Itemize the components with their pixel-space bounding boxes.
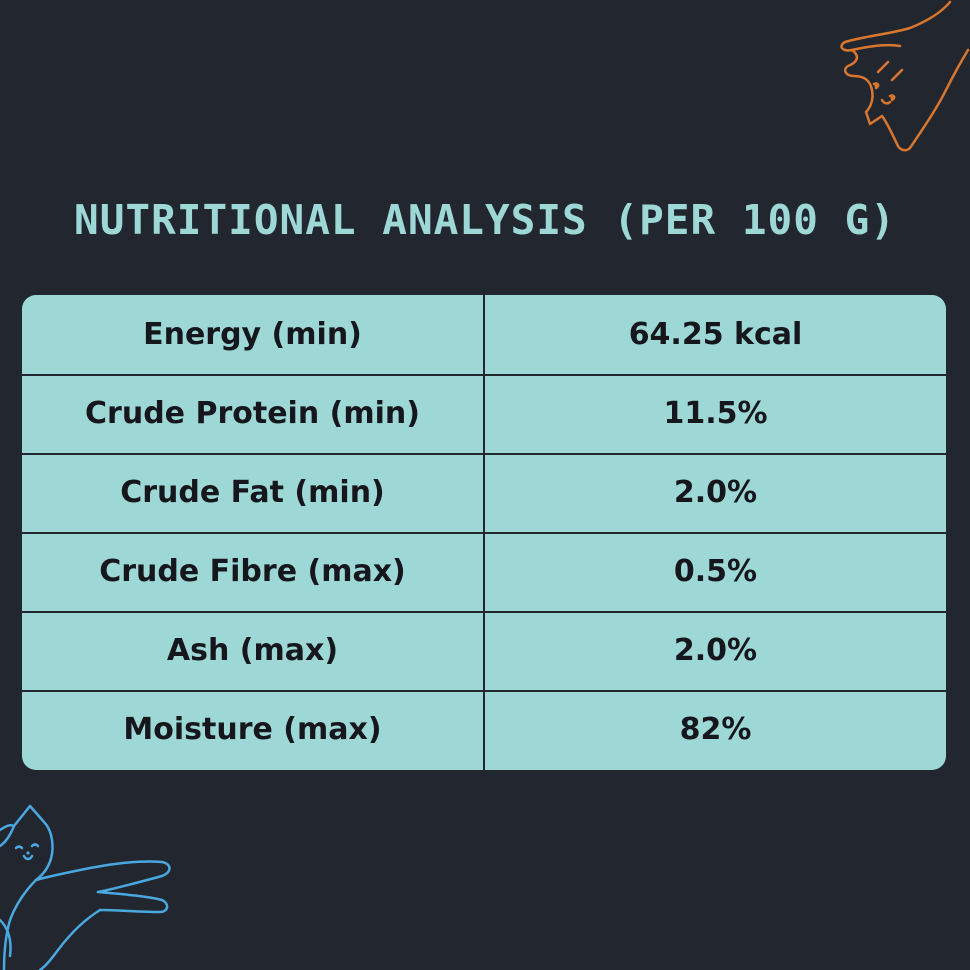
page-title: NUTRITIONAL ANALYSIS (PER 100 G) bbox=[74, 196, 896, 244]
nutrient-value: 82% bbox=[679, 712, 752, 747]
nutrient-label: Crude Fibre (max) bbox=[99, 554, 406, 589]
nutrient-label: Energy (min) bbox=[143, 317, 362, 352]
nutrition-table: Energy (min) 64.25 kcal Crude Protein (m… bbox=[22, 295, 946, 770]
cat-illustration-bottom-left bbox=[0, 804, 171, 970]
nutrient-label: Ash (max) bbox=[166, 633, 339, 668]
nutrient-value: 64.25 kcal bbox=[628, 317, 803, 352]
nutrient-value: 0.5% bbox=[673, 554, 758, 589]
nutrient-value: 11.5% bbox=[663, 396, 768, 431]
nutrient-label: Crude Protein (min) bbox=[85, 396, 420, 431]
table-row: Energy (min) 64.25 kcal bbox=[22, 295, 946, 374]
nutrient-value: 2.0% bbox=[673, 633, 758, 668]
nutrient-label: Crude Fat (min) bbox=[120, 475, 385, 510]
column-divider bbox=[483, 295, 485, 770]
nutrient-label: Moisture (max) bbox=[123, 712, 382, 747]
nutrient-value: 2.0% bbox=[673, 475, 758, 510]
cat-illustration-top-right bbox=[840, 0, 970, 152]
